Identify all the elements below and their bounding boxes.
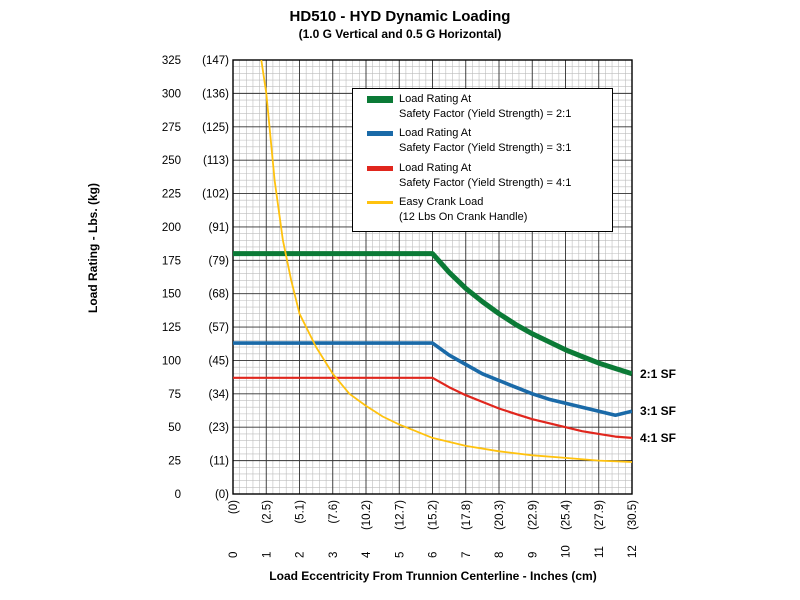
x-tick-label-cm: (0) [228, 500, 240, 514]
y-tick-label: 50 [168, 422, 181, 434]
chart-subtitle: (1.0 G Vertical and 0.5 G Horizontal) [298, 27, 502, 41]
x-tick-label: 6 [428, 552, 440, 558]
legend-swatch-3-1 [367, 131, 393, 136]
y-tick-label-kg: (68) [209, 289, 230, 301]
series-end-label: 2:1 SF [640, 367, 676, 381]
x-tick-label: 5 [394, 552, 406, 558]
x-tick-label: 8 [494, 552, 506, 558]
legend-entry-2-1: Load Rating At Safety Factor (Yield Stre… [353, 92, 612, 128]
series-end-label: 3:1 SF [640, 404, 676, 418]
y-tick-label-kg: (23) [209, 422, 230, 434]
x-tick-label-cm: (22.9) [527, 500, 539, 530]
x-tick-label: 9 [527, 552, 539, 558]
series-line-2-1-sf [233, 251, 632, 377]
x-tick-label-cm: (30.5) [627, 500, 639, 530]
y-tick-label: 300 [162, 88, 181, 100]
x-tick-label-cm: (7.6) [328, 500, 340, 524]
y-tick-label-kg: (45) [209, 355, 230, 367]
legend-entry-3-1: Load Rating At Safety Factor (Yield Stre… [353, 126, 612, 162]
y-tick-label: 125 [162, 322, 181, 334]
x-tick-label: 7 [461, 552, 473, 558]
x-axis-label: Load Eccentricity From Trunnion Centerli… [269, 569, 597, 583]
y-tick-label-kg: (125) [202, 122, 229, 134]
y-tick-label-kg: (136) [202, 88, 229, 100]
legend-label-crank: Easy Crank Load (12 Lbs On Crank Handle) [399, 196, 528, 223]
x-tick-label: 3 [328, 552, 340, 558]
y-tick-label: 225 [162, 189, 181, 201]
legend-swatch-crank [367, 201, 393, 204]
y-tick-label-kg: (0) [215, 489, 229, 501]
series-end-label: 4:1 SF [640, 431, 676, 445]
x-tick-label-cm: (25.4) [561, 500, 573, 530]
y-tick-label: 25 [168, 456, 181, 468]
y-tick-label-kg: (113) [203, 155, 229, 167]
x-tick-label: 2 [295, 552, 307, 558]
x-tick-label: 10 [561, 545, 573, 558]
series-line-4-1-sf [233, 376, 632, 439]
plot-frame [232, 59, 633, 495]
y-tick-label-kg: (91) [209, 222, 230, 234]
x-tick-label-cm: (5.1) [295, 500, 307, 524]
x-tick-label: 1 [261, 552, 273, 558]
legend-label-4-1: Load Rating At Safety Factor (Yield Stre… [399, 162, 572, 189]
y-axis-label: Load Rating - Lbs. (kg) [86, 183, 100, 313]
legend-swatch-4-1 [367, 166, 393, 171]
y-tick-label: 250 [162, 155, 181, 167]
x-tick-label: 0 [228, 552, 240, 558]
y-tick-label: 200 [162, 222, 181, 234]
y-tick-label: 275 [162, 122, 181, 134]
x-tick-label-cm: (10.2) [361, 500, 373, 530]
x-tick-label-cm: (2.5) [261, 500, 273, 524]
legend-label-3-1: Load Rating At Safety Factor (Yield Stre… [399, 127, 572, 154]
x-tick-label: 12 [627, 545, 639, 558]
chart-title: HD510 - HYD Dynamic Loading [289, 8, 511, 25]
y-tick-label-kg: (147) [202, 55, 229, 67]
x-tick-label: 4 [361, 551, 373, 558]
y-tick-label: 150 [162, 289, 181, 301]
y-tick-label-kg: (79) [209, 255, 230, 267]
x-tick-label: 11 [594, 546, 606, 558]
y-tick-label-kg: (102) [202, 189, 229, 201]
x-tick-label-cm: (17.8) [461, 500, 473, 530]
x-tick-label-cm: (12.7) [394, 500, 406, 530]
legend-entry-4-1: Load Rating At Safety Factor (Yield Stre… [353, 161, 612, 197]
y-tick-label-kg: (57) [209, 322, 230, 334]
y-tick-label: 75 [168, 389, 181, 401]
y-tick-label-kg: (11) [209, 456, 229, 468]
y-tick-label-kg: (34) [209, 389, 230, 401]
y-tick-label: 100 [162, 355, 181, 367]
legend-swatch-2-1 [367, 96, 393, 103]
legend-label-2-1: Load Rating At Safety Factor (Yield Stre… [399, 93, 572, 120]
y-tick-label: 175 [162, 255, 181, 267]
y-tick-label: 325 [162, 55, 181, 67]
y-tick-label: 0 [175, 489, 181, 501]
x-tick-label-cm: (27.9) [594, 500, 606, 530]
series-line-easy-crank [260, 60, 632, 463]
x-tick-label-cm: (15.2) [428, 500, 440, 530]
series-line-3-1-sf [233, 341, 632, 417]
legend-entry-crank: Easy Crank Load (12 Lbs On Crank Handle) [353, 195, 612, 231]
legend: Load Rating At Safety Factor (Yield Stre… [352, 88, 613, 232]
x-tick-label-cm: (20.3) [494, 500, 506, 530]
